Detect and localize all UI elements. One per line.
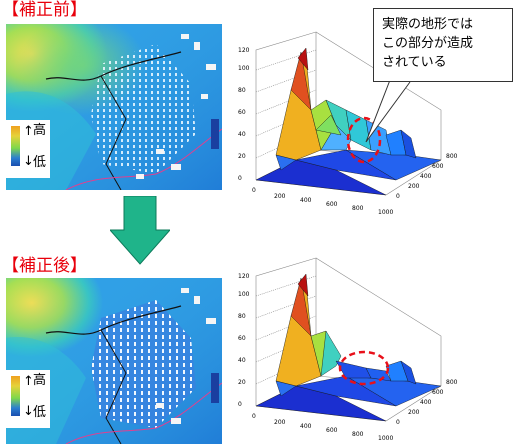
after-z-tick: 120 (238, 273, 250, 280)
before-x-tick: 400 (300, 197, 312, 204)
after-y-tick: 800 (446, 379, 458, 386)
before-legend-colorbar (11, 126, 20, 166)
after-legend: ↑ 高 ↓ 低 (6, 370, 50, 428)
before-z-tick: 60 (238, 109, 246, 116)
before-legend: ↑ 高 ↓ 低 (6, 120, 50, 178)
after-z-tick: 40 (238, 357, 246, 364)
before-3d-surface-plot: 0 20 40 60 80 100 120 0 200 400 600 800 … (238, 31, 458, 216)
after-legend-up-arrow-icon: ↑ (23, 374, 34, 389)
after-surface (255, 273, 442, 422)
after-legend-high: 高 (33, 373, 47, 388)
before-z-tick: 80 (238, 87, 246, 94)
before-x-tick: 200 (274, 193, 286, 200)
callout-line-1: 実際の地形では (382, 17, 474, 32)
after-z-tick: 20 (238, 379, 246, 386)
after-legend-colorbar (11, 376, 20, 416)
before-legend-low: 低 (33, 155, 47, 170)
after-highlight-circle (338, 350, 390, 386)
before-z-tick: 100 (238, 65, 250, 72)
after-x-tick: 0 (252, 413, 256, 420)
before-y-tick: 800 (446, 153, 458, 160)
after-legend-low: 低 (33, 405, 47, 420)
after-x-tick: 1000 (378, 435, 393, 442)
before-x-tick: 800 (352, 205, 364, 212)
after-x-tick: 200 (274, 419, 286, 426)
before-y-tick: 0 (396, 193, 400, 200)
callout-pointer (365, 79, 411, 143)
after-label: 【補正後】 (2, 256, 87, 276)
after-z-tick: 100 (238, 291, 250, 298)
after-y-tick: 0 (396, 419, 400, 426)
before-y-tick: 600 (432, 163, 444, 170)
before-x-tick: 600 (326, 201, 338, 208)
before-highlight-circle (346, 116, 382, 164)
after-x-tick: 600 (326, 427, 338, 434)
after-y-tick: 600 (432, 389, 444, 396)
after-z-tick: 60 (238, 335, 246, 342)
callout-line-2: この部分が造成 (382, 36, 474, 51)
after-y-tick: 200 (408, 409, 420, 416)
before-y-tick: 400 (420, 173, 432, 180)
before-x-tick: 1000 (378, 209, 393, 216)
annotation-callout: 実際の地形では この部分が造成 されている (373, 8, 513, 82)
before-x-tick: 0 (252, 187, 256, 194)
before-y-tick: 200 (408, 183, 420, 190)
before-z-tick: 40 (238, 131, 246, 138)
callout-line-3: されている (382, 55, 447, 70)
after-x-tick: 400 (300, 423, 312, 430)
before-legend-down-arrow-icon: ↓ (23, 154, 34, 169)
before-legend-high: 高 (33, 123, 47, 138)
transition-arrow-icon (110, 196, 170, 265)
after-z-tick: 0 (238, 401, 242, 408)
before-surface (255, 47, 442, 196)
after-z-tick: 80 (238, 313, 246, 320)
before-legend-up-arrow-icon: ↑ (23, 124, 34, 139)
before-z-tick: 120 (238, 47, 250, 54)
after-legend-down-arrow-icon: ↓ (23, 404, 34, 419)
after-3d-surface-plot: 0 20 40 60 80 100 120 0 200 400 600 800 … (238, 257, 458, 442)
after-x-tick: 800 (352, 431, 364, 438)
before-z-tick: 20 (238, 153, 246, 160)
after-y-tick: 400 (420, 399, 432, 406)
before-z-tick: 0 (238, 175, 242, 182)
before-label: 【補正前】 (2, 0, 87, 20)
